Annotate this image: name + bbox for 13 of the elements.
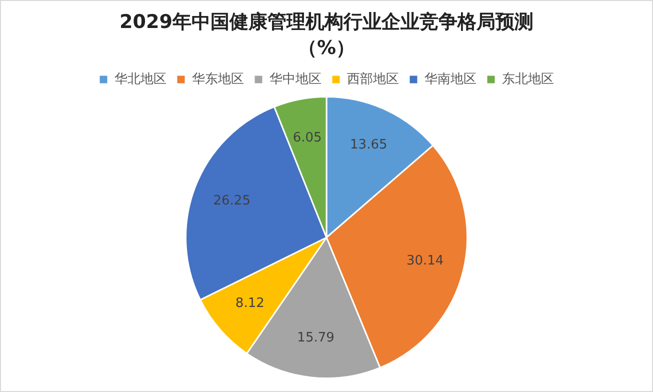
data-label: 6.05 [292, 130, 322, 146]
data-label: 8.12 [235, 296, 264, 312]
legend-label: 华东地区 [192, 72, 244, 87]
legend-label: 华中地区 [270, 72, 322, 87]
data-label: 13.65 [350, 138, 388, 153]
legend-label: 华北地区 [114, 72, 166, 87]
data-label: 26.25 [213, 194, 250, 209]
legend-label: 西部地区 [347, 72, 399, 87]
data-label: 15.79 [297, 330, 334, 346]
legend-label: 华南地区 [424, 72, 476, 87]
chart-title: 2029年中国健康管理机构行业企业竞争格局预测（%） [118, 10, 534, 61]
data-label: 30.14 [406, 253, 444, 268]
legend-label: 东北地区 [502, 72, 554, 87]
